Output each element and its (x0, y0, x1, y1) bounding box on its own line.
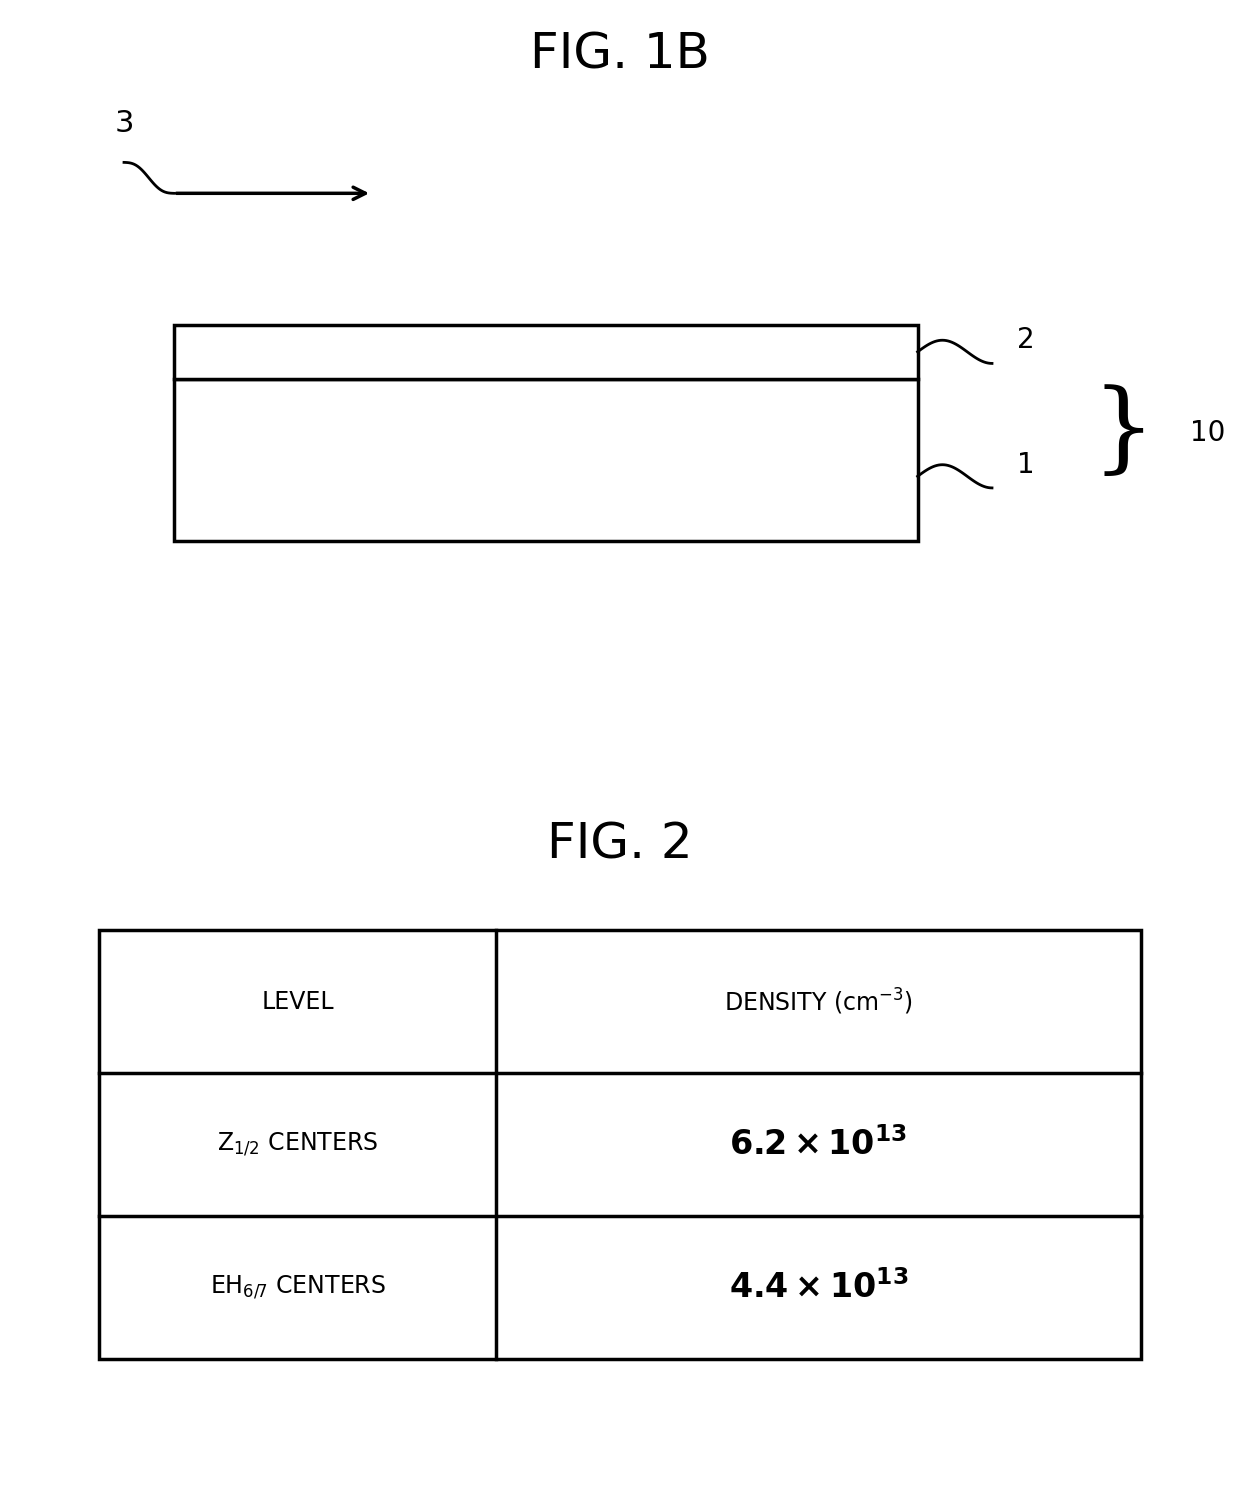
Text: $\mathbf{6.2 \times 10^{13}}$: $\mathbf{6.2 \times 10^{13}}$ (729, 1127, 908, 1161)
Text: }: } (1091, 385, 1154, 480)
Text: Z$_{1/2}$ CENTERS: Z$_{1/2}$ CENTERS (217, 1130, 378, 1158)
Text: 10: 10 (1190, 419, 1226, 448)
Bar (174, 379, 918, 541)
Text: 2: 2 (1017, 326, 1034, 354)
Text: $\mathbf{4.4 \times 10^{13}}$: $\mathbf{4.4 \times 10^{13}}$ (729, 1270, 908, 1304)
Text: EH$_{6/7}$ CENTERS: EH$_{6/7}$ CENTERS (210, 1273, 386, 1301)
Bar (99, 931, 1141, 1359)
Text: LEVEL: LEVEL (262, 990, 334, 1014)
Text: 1: 1 (1017, 451, 1034, 479)
Text: DENSITY (cm$^{-3}$): DENSITY (cm$^{-3}$) (724, 986, 913, 1017)
Text: FIG. 2: FIG. 2 (547, 821, 693, 868)
Bar (174, 324, 918, 379)
Text: 3: 3 (114, 109, 134, 138)
Text: FIG. 1B: FIG. 1B (529, 30, 711, 79)
